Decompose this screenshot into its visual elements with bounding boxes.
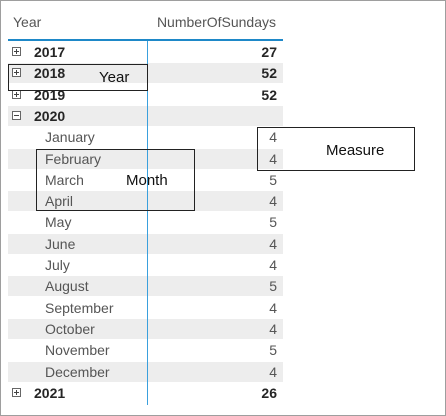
month-label: May xyxy=(45,214,72,231)
year-label: 2020 xyxy=(34,107,66,124)
month-label: November xyxy=(45,342,110,359)
measure-value: 4 xyxy=(269,193,277,210)
month-row[interactable]: August 5 xyxy=(8,276,283,297)
month-label: December xyxy=(45,363,110,380)
year-row[interactable]: 2021 26 xyxy=(8,383,283,403)
month-row[interactable]: October 4 xyxy=(8,318,283,339)
month-row[interactable]: May 5 xyxy=(8,212,283,232)
annotation-label-measure: Measure xyxy=(326,142,385,159)
month-label: March xyxy=(45,171,84,188)
month-row[interactable]: January 4 xyxy=(8,127,283,147)
month-row[interactable]: September 4 xyxy=(8,298,283,318)
month-row[interactable]: July 4 xyxy=(8,255,283,275)
month-row[interactable]: December 4 xyxy=(8,361,283,382)
measure-value: 5 xyxy=(269,342,277,359)
month-label: June xyxy=(45,235,76,252)
month-row[interactable]: June 4 xyxy=(8,233,283,254)
month-row[interactable]: April 4 xyxy=(8,191,283,212)
month-row[interactable]: February 4 xyxy=(8,148,283,169)
year-label: 2021 xyxy=(34,384,66,401)
month-row[interactable]: March 5 xyxy=(8,170,283,190)
expand-icon[interactable] xyxy=(12,47,21,56)
measure-value: 52 xyxy=(261,65,277,82)
header-underline xyxy=(8,39,283,41)
measure-value: 5 xyxy=(269,278,277,295)
annotation-label-month: Month xyxy=(126,172,168,189)
year-row[interactable]: 2017 27 xyxy=(8,42,283,62)
collapse-icon[interactable] xyxy=(12,110,21,120)
measure-value: 27 xyxy=(261,44,277,60)
annotation-label-year: Year xyxy=(99,69,130,86)
year-label: 2017 xyxy=(34,44,66,60)
expand-icon[interactable] xyxy=(12,387,21,397)
column-header-year[interactable]: Year xyxy=(13,14,42,30)
measure-value: 4 xyxy=(269,299,277,316)
year-row[interactable]: 2020 xyxy=(8,105,283,126)
year-label: 2018 xyxy=(34,65,66,82)
month-label: July xyxy=(45,257,70,273)
column-header-measure[interactable]: NumberOfSundays xyxy=(156,14,276,30)
expand-icon[interactable] xyxy=(12,68,21,78)
month-label: February xyxy=(45,150,102,167)
measure-value: 4 xyxy=(269,129,277,146)
measure-value: 4 xyxy=(269,363,277,380)
month-row[interactable]: November 5 xyxy=(8,340,283,360)
month-label: August xyxy=(45,278,89,295)
month-label: April xyxy=(45,193,74,210)
measure-value: 26 xyxy=(261,384,277,401)
measure-value: 5 xyxy=(269,214,277,231)
annotation-box-month xyxy=(36,149,195,211)
year-row[interactable]: 2018 52 xyxy=(8,63,283,84)
measure-value: 4 xyxy=(269,257,277,273)
month-label: September xyxy=(45,299,114,316)
month-label: January xyxy=(45,129,95,146)
column-divider[interactable] xyxy=(147,41,148,405)
annotation-box-year xyxy=(8,64,148,91)
measure-value: 4 xyxy=(269,320,277,337)
annotation-box-measure xyxy=(257,127,415,171)
measure-value: 5 xyxy=(269,171,277,188)
measure-value: 4 xyxy=(269,235,277,252)
measure-value: 52 xyxy=(261,86,277,103)
measure-value: 4 xyxy=(269,150,277,167)
month-label: October xyxy=(45,320,95,337)
